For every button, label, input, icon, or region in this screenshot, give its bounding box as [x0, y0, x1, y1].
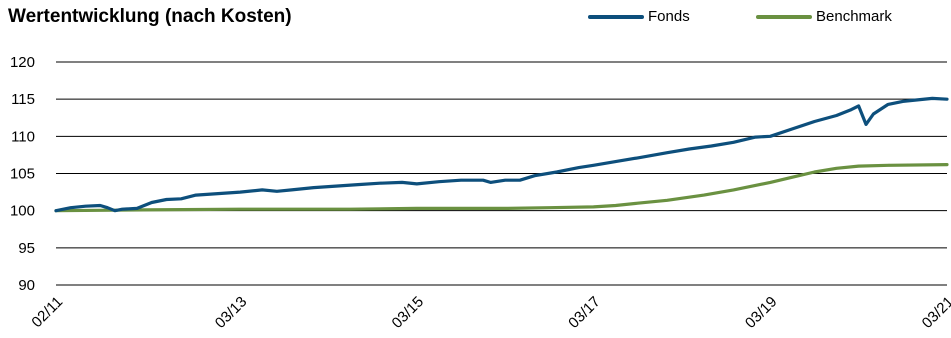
y-tick-label-115: 115: [11, 91, 35, 108]
y-tick-label-110: 110: [11, 128, 35, 145]
legend-item-fonds: Fonds: [588, 8, 690, 25]
legend-label-benchmark: Benchmark: [816, 8, 892, 25]
y-tick-label-100: 100: [10, 203, 35, 220]
x-tick-label-1: 03/13: [212, 293, 251, 332]
series-lines: [54, 96, 949, 213]
x-tick-label-5: 03/21: [919, 293, 951, 332]
legend-swatch-benchmark: [756, 14, 812, 19]
chart-title: Wertentwicklung (nach Kosten): [8, 6, 292, 27]
x-tick-label-0: 02/11: [28, 293, 66, 331]
x-tick-label-4: 03/19: [742, 293, 781, 332]
y-tick-label-90: 90: [18, 277, 35, 294]
y-axis-ticks: 90 95 100 105 110 115 120: [10, 54, 35, 294]
legend-label-fonds: Fonds: [648, 8, 690, 25]
series-line-benchmark: [54, 163, 949, 213]
series-line-fonds: [54, 96, 949, 213]
x-axis-ticks: 02/11 03/13 03/15 03/17 03/19 03/21: [28, 293, 951, 332]
gridlines: [56, 61, 947, 286]
legend-item-benchmark: Benchmark: [756, 8, 892, 25]
y-tick-label-95: 95: [18, 240, 35, 257]
y-tick-label-120: 120: [10, 54, 35, 71]
y-tick-label-105: 105: [10, 166, 35, 183]
legend-swatch-fonds: [588, 14, 644, 19]
x-tick-label-2: 03/15: [389, 293, 428, 332]
x-tick-label-3: 03/17: [565, 293, 604, 332]
